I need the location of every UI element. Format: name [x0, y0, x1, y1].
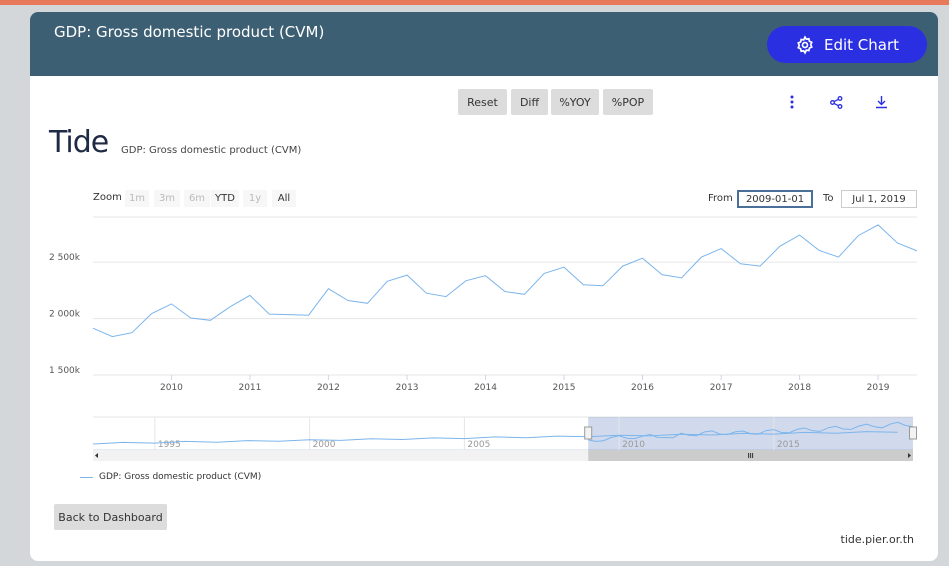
x-tick-label: 2017: [710, 383, 733, 393]
zoom-1y-button[interactable]: 1y: [243, 190, 267, 207]
site-url: tide.pier.or.th: [840, 533, 914, 546]
navigator-label: 1995: [158, 440, 181, 450]
tide-logo: Tide: [49, 125, 109, 160]
gear-icon: [797, 34, 813, 55]
y-tick-label: 2 000k: [49, 310, 81, 320]
to-date-input[interactable]: Jul 1, 2019: [841, 190, 917, 208]
navigator-label: 2015: [777, 440, 800, 450]
share-icon[interactable]: [826, 92, 846, 112]
zoom-1m-button[interactable]: 1m: [125, 190, 149, 207]
navigator[interactable]: 1995 2000 2005 2010 2015: [92, 416, 917, 461]
zoom-6m-button[interactable]: 6m: [184, 190, 210, 207]
x-tick-label: 2010: [160, 383, 183, 393]
navigator-label: 2005: [467, 440, 490, 450]
x-tick-label: 2012: [317, 383, 340, 393]
x-tick-label: 2011: [238, 383, 261, 393]
zoom-3m-button[interactable]: 3m: [154, 190, 180, 207]
x-tick-label: 2019: [867, 383, 890, 393]
edit-chart-label: Edit Chart: [823, 35, 900, 54]
navigator-right-handle[interactable]: [909, 426, 917, 440]
yoy-button[interactable]: %YOY: [551, 89, 599, 115]
legend[interactable]: GDP: Gross domestic product (CVM): [80, 472, 261, 482]
card-title: GDP: Gross domestic product (CVM): [54, 23, 325, 41]
y-tick-label: 2 500k: [49, 253, 81, 263]
chart-card: GDP: Gross domestic product (CVM) Edit C…: [30, 12, 938, 561]
scroll-right-arrow[interactable]: [908, 453, 911, 458]
navigator-label: 2000: [313, 440, 336, 450]
navigator-series-line: [92, 431, 898, 445]
download-icon[interactable]: [871, 92, 891, 112]
x-tick-label: 2015: [553, 383, 576, 393]
x-tick-label: 2016: [631, 383, 654, 393]
more-options-icon[interactable]: [782, 92, 802, 112]
legend-label: GDP: Gross domestic product (CVM): [99, 472, 262, 482]
navigator-selected-line: [588, 421, 914, 442]
from-date-input[interactable]: 2009-01-01: [737, 190, 813, 208]
x-tick-label: 2014: [474, 383, 497, 393]
y-tick-label: 1 500k: [49, 366, 81, 376]
diff-button[interactable]: Diff: [511, 89, 548, 115]
reset-button[interactable]: Reset: [458, 89, 507, 115]
gdp-series-line: [92, 224, 918, 338]
gdp-line-chart: 1 500k 2 000k 2 500k 2010 2011 2012 2013 2014 2…: [49, 216, 918, 461]
x-tick-label: 2013: [396, 383, 419, 393]
navigator-label: 2010: [622, 440, 645, 450]
zoom-label: Zoom: [93, 192, 122, 203]
from-label: From: [708, 193, 733, 204]
back-to-dashboard-button[interactable]: Back to Dashboard: [54, 504, 167, 530]
card-header: GDP: Gross domestic product (CVM) Edit C…: [30, 12, 938, 76]
to-label: To: [823, 193, 834, 204]
navigator-left-handle[interactable]: [584, 426, 593, 440]
top-accent-strip: [0, 0, 949, 5]
zoom-ytd-button[interactable]: YTD: [211, 190, 239, 207]
scroll-left-arrow[interactable]: [95, 453, 98, 458]
edit-chart-button[interactable]: Edit Chart: [767, 26, 927, 63]
chart-subtitle: GDP: Gross domestic product (CVM): [121, 145, 302, 156]
x-tick-label: 2018: [788, 383, 811, 393]
scrollbar-track[interactable]: [93, 450, 913, 461]
legend-marker: [80, 476, 93, 478]
pop-button[interactable]: %POP: [603, 89, 653, 115]
zoom-all-button[interactable]: All: [272, 190, 296, 207]
